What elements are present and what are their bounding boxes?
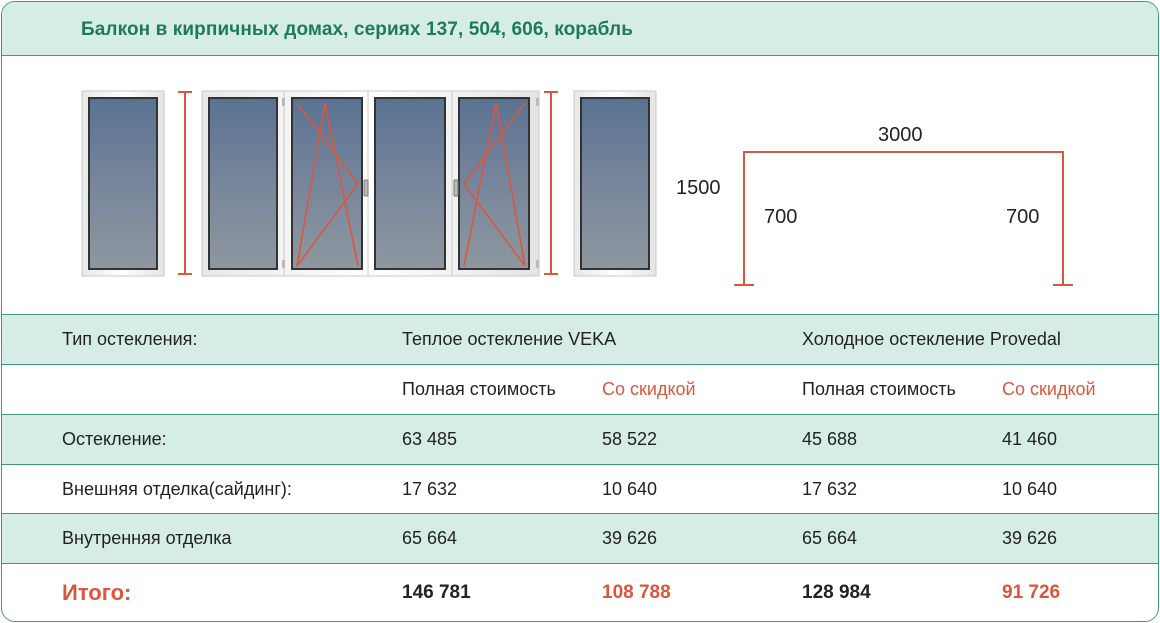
table-header-row: Тип остекления: Теплое остекление VEKA Х…: [2, 314, 1158, 364]
warm-glazing-title: Теплое остекление VEKA: [402, 329, 617, 349]
table-row: Внутренняя отделка 65 664 39 626 65 664 …: [2, 513, 1158, 563]
height-dimension: 1500: [676, 177, 721, 199]
warm-discount-total: 108 788: [602, 581, 671, 603]
width-dimension: 3000: [878, 124, 923, 146]
front-height-marker: [544, 91, 558, 275]
warm-full-value: 17 632: [402, 479, 458, 499]
glazing-type-label: Тип остекления:: [62, 329, 198, 349]
card-header: Балкон в кирпичных домах, сериях 137, 50…: [2, 2, 1158, 56]
left-height-marker: [178, 91, 192, 275]
cold-discount-value: 41 460: [1002, 429, 1058, 449]
cold-full-value: 65 664: [802, 528, 858, 548]
front-window: [201, 90, 540, 277]
table-row: Внешняя отделка(сайдинг): 17 632 10 640 …: [2, 464, 1158, 514]
warm-full-price-header: Полная стоимость: [402, 379, 556, 399]
cold-discount-header: Со скидкой: [1002, 379, 1096, 399]
right-side-dimension: 700: [1006, 206, 1040, 228]
warm-full-value: 65 664: [402, 528, 458, 548]
window-diagram: [81, 90, 1073, 286]
table-row: Остекление: 63 485 58 522 45 688 41 460: [2, 414, 1158, 464]
row-label: Остекление:: [62, 429, 167, 449]
warm-discount-value: 58 522: [602, 429, 658, 449]
total-row: Итого: 146 781 108 788 128 984 91 726: [2, 563, 1158, 621]
warm-full-value: 63 485: [402, 429, 458, 449]
cold-glazing-title: Холодное остекление Provedal: [802, 329, 1061, 349]
warm-discount-value: 10 640: [602, 479, 658, 499]
left-side-window: [81, 90, 165, 277]
row-label: Внутренняя отделка: [62, 528, 232, 548]
price-type-row: Полная стоимость Со скидкой Полная стоим…: [2, 364, 1158, 414]
window-drawing: 1500 3000 700 700: [2, 56, 1158, 316]
cold-full-value: 17 632: [802, 479, 858, 499]
balcony-plan: [734, 151, 1073, 286]
warm-discount-value: 39 626: [602, 528, 658, 548]
card-title: Балкон в кирпичных домах, сериях 137, 50…: [81, 19, 633, 40]
row-label: Внешняя отделка(сайдинг):: [62, 479, 292, 499]
right-side-window: [573, 90, 657, 277]
cold-full-value: 45 688: [802, 429, 858, 449]
cold-discount-value: 10 640: [1002, 479, 1058, 499]
warm-discount-header: Со скидкой: [602, 379, 696, 399]
warm-full-total: 146 781: [402, 581, 471, 603]
total-label: Итого:: [62, 579, 132, 605]
cold-discount-value: 39 626: [1002, 528, 1058, 548]
left-side-dimension: 700: [764, 206, 798, 228]
cold-discount-total: 91 726: [1002, 581, 1061, 603]
cold-full-total: 128 984: [802, 581, 871, 603]
cold-full-price-header: Полная стоимость: [802, 379, 956, 399]
